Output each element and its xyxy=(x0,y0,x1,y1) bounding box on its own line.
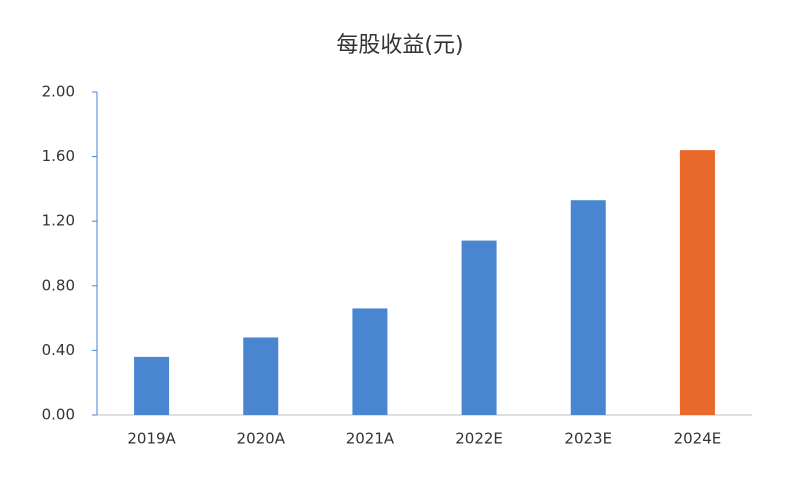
x-tick-label: 2022E xyxy=(455,430,503,448)
x-tick-label: 2020A xyxy=(237,430,286,448)
bar xyxy=(243,337,279,415)
y-tick-label: 0.40 xyxy=(42,341,75,359)
bar xyxy=(570,200,606,415)
y-tick-label: 0.00 xyxy=(42,406,75,424)
x-tick-label: 2019A xyxy=(127,430,176,448)
y-tick-label: 2.00 xyxy=(42,83,75,101)
bar xyxy=(352,308,388,415)
x-tick-label: 2023E xyxy=(564,430,612,448)
x-tick-label: 2021A xyxy=(346,430,395,448)
y-tick-label: 1.20 xyxy=(42,212,75,230)
x-tick-label: 2024E xyxy=(674,430,722,448)
y-tick-label: 1.60 xyxy=(42,147,75,165)
bar xyxy=(679,150,715,415)
y-tick-label: 0.80 xyxy=(42,276,75,294)
chart-title: 每股收益(元) xyxy=(336,33,463,58)
bar xyxy=(461,240,497,415)
bar xyxy=(134,356,170,415)
